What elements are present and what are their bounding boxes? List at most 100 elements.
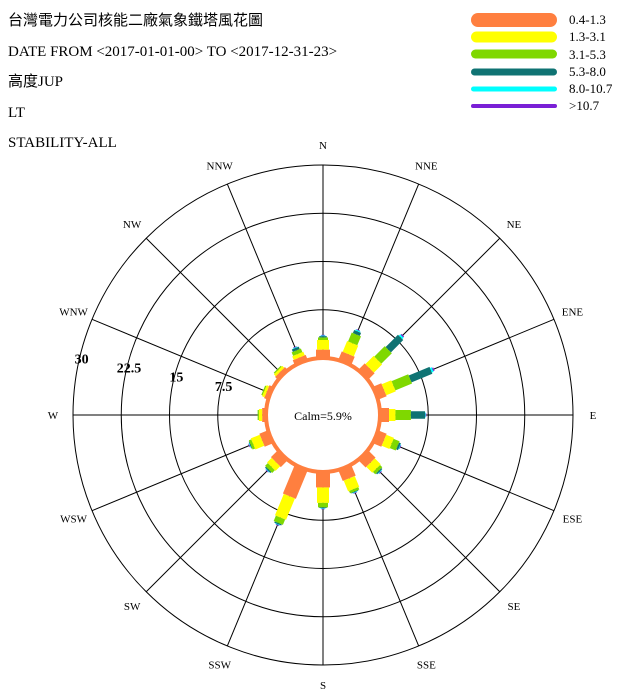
- direction-label: S: [320, 680, 326, 692]
- height-label: 高度JUP: [8, 74, 64, 90]
- legend: 0.4-1.3 1.3-3.1 3.1-5.3 5.3-8.0 8.0-10.7 >10.…: [471, 11, 631, 115]
- legend-swatch: [471, 12, 557, 27]
- wind-bar-segment: [248, 439, 256, 450]
- wind-bar-segment: [342, 341, 359, 357]
- chart-title: 台灣電力公司核能二廠氣象鐵塔風花圖: [8, 13, 264, 29]
- wind-bar-segment: [292, 351, 305, 360]
- date-range: DATE FROM <2017-01-01-00> TO <2017-12-31…: [8, 43, 338, 60]
- wind-bar-segment: [391, 374, 413, 391]
- wind-bar-segment: [408, 366, 433, 383]
- legend-label: 3.1-5.3: [569, 46, 606, 62]
- grid-spoke: [344, 467, 420, 647]
- wind-bar-segment: [365, 355, 383, 373]
- wind-bar-segment: [250, 434, 265, 450]
- wind-bar-segment: [267, 457, 281, 471]
- wind-bar-segment: [372, 383, 387, 400]
- wind-bar-segment: [385, 334, 404, 353]
- grid-spoke: [145, 454, 284, 593]
- legend-swatch: [471, 104, 557, 109]
- wind-bar-segment: [398, 334, 404, 340]
- direction-label: WNW: [59, 307, 88, 319]
- wind-bar-segment: [273, 365, 285, 377]
- wind-bar-segment: [282, 464, 308, 499]
- wind-bar-segment: [264, 385, 274, 400]
- legend-item: 3.1-5.3: [471, 46, 631, 63]
- wind-bar-segment: [429, 367, 434, 373]
- radial-tick-label: 7.5: [215, 380, 233, 395]
- stability-label: STABILITY-ALL: [8, 135, 117, 151]
- wind-bar-segment: [291, 348, 303, 356]
- wind-bar-segment: [381, 434, 395, 450]
- direction-label: SSE: [417, 659, 436, 671]
- wind-bar-segment: [376, 468, 383, 475]
- direction-label: WSW: [60, 513, 88, 525]
- wind-bar-segment: [358, 363, 375, 380]
- wind-bar-segment: [259, 430, 274, 447]
- direction-label: W: [48, 410, 59, 422]
- wind-bar-segment: [292, 354, 308, 366]
- direction-label: ESE: [563, 513, 583, 525]
- wind-bar-segment: [352, 329, 362, 336]
- wind-bar-segment: [381, 380, 396, 396]
- wind-bar-segment: [273, 515, 286, 525]
- legend-swatch: [471, 86, 557, 92]
- wind-bar-segment: [400, 333, 405, 338]
- grid-spoke: [226, 183, 302, 363]
- radial-tick-label: 22.5: [117, 362, 142, 377]
- grid-spoke: [91, 318, 271, 394]
- chart-header: 台灣電力公司核能二廠氣象鐵塔風花圖 DATE FROM <2017-01-01-…: [8, 6, 337, 159]
- direction-label: NW: [123, 219, 142, 231]
- time-label: LT: [8, 104, 25, 121]
- radial-tick-label: 15: [169, 371, 183, 386]
- direction-label: SE: [507, 601, 520, 613]
- direction-label: N: [319, 140, 327, 152]
- wind-bar-segment: [262, 385, 270, 398]
- wind-bar-segment: [275, 367, 288, 380]
- calm-label: Calm=5.9%: [294, 409, 352, 423]
- legend-swatch: [471, 49, 557, 59]
- direction-label: SW: [124, 601, 141, 613]
- wind-bar-segment: [358, 450, 376, 468]
- grid-spoke: [362, 454, 501, 593]
- wind-bar-segment: [343, 476, 360, 492]
- wind-bar-segment: [273, 365, 282, 374]
- grid-spoke: [145, 237, 284, 376]
- wind-bar-segment: [348, 332, 362, 346]
- wind-bar-segment: [270, 450, 288, 468]
- wind-bar-segment: [396, 442, 401, 451]
- wind-bar-segment: [372, 430, 387, 447]
- direction-label: E: [590, 410, 597, 422]
- wind-bar-segment: [291, 346, 300, 352]
- legend-item: >10.7: [471, 97, 631, 114]
- legend-swatch: [471, 68, 557, 76]
- legend-label: 1.3-3.1: [569, 29, 606, 45]
- wind-bar-segment: [338, 464, 356, 482]
- direction-label: NNW: [207, 161, 234, 173]
- direction-label: ENE: [562, 307, 584, 319]
- legend-label: 5.3-8.0: [569, 63, 606, 79]
- wind-bar-segment: [349, 487, 360, 494]
- legend-label: 8.0-10.7: [569, 81, 613, 97]
- grid-spoke: [91, 436, 271, 512]
- grid-spoke: [375, 436, 555, 512]
- wind-bar-segment: [265, 466, 272, 473]
- wind-bar-segment: [265, 463, 275, 473]
- wind-bar-segment: [374, 346, 392, 364]
- direction-label: SSW: [208, 659, 231, 671]
- legend-label: >10.7: [569, 98, 600, 114]
- legend-label: 0.4-1.3: [569, 12, 606, 27]
- legend-swatch: [471, 31, 557, 43]
- wind-bar-segment: [338, 351, 355, 366]
- legend-item: 5.3-8.0: [471, 63, 631, 80]
- legend-item: 1.3-3.1: [471, 28, 631, 45]
- wind-bar-segment: [366, 458, 381, 473]
- radial-tick-label: 30: [75, 352, 89, 367]
- wind-bar-segment: [389, 438, 400, 451]
- direction-label: NE: [507, 219, 522, 231]
- direction-label: NNE: [415, 161, 438, 173]
- legend-item: 8.0-10.7: [471, 80, 631, 97]
- wind-bar-segment: [274, 493, 295, 520]
- legend-item: 0.4-1.3: [471, 11, 631, 28]
- wind-bar-segment: [372, 464, 383, 475]
